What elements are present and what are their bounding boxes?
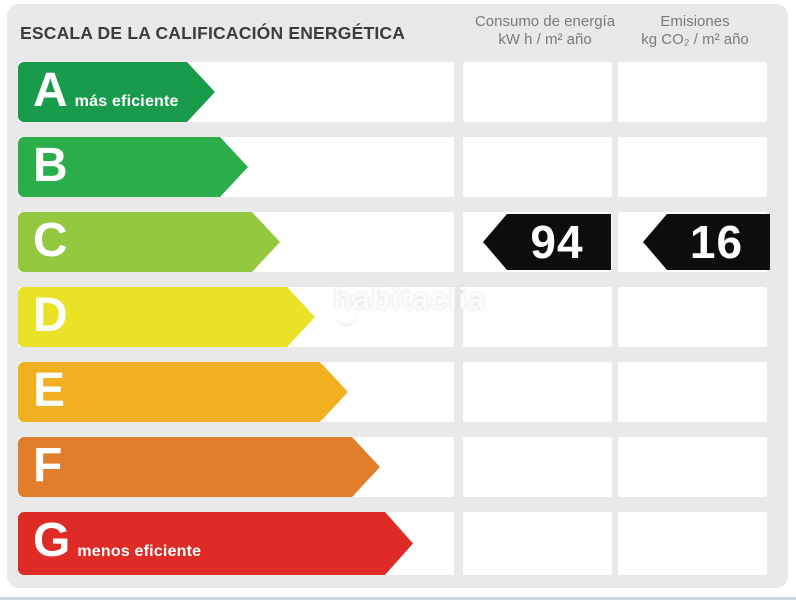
rating-row-b: B <box>7 137 788 197</box>
rating-row-e: E <box>7 362 788 422</box>
rating-bar-a: A más eficiente <box>18 62 215 122</box>
emisiones-cell <box>618 362 767 422</box>
consumo-cell <box>463 437 612 497</box>
emisiones-value: 16 <box>689 216 744 268</box>
watermark-underline <box>336 313 356 325</box>
rating-bar-c: C <box>18 212 280 272</box>
rating-bar-f: F <box>18 437 380 497</box>
watermark: habitaclia <box>333 281 486 316</box>
rating-letter: F <box>33 439 63 492</box>
rating-row-g: G menos eficiente <box>7 512 788 575</box>
emisiones-column-header: Emisiones kg CO₂ / m² año <box>618 13 772 49</box>
emisiones-cell <box>618 512 767 575</box>
rating-row-a: A más eficiente <box>7 62 788 122</box>
rating-letter: E <box>33 364 66 417</box>
rating-row-f: F <box>7 437 788 497</box>
efficiency-label-worst: menos eficiente <box>77 543 202 560</box>
rating-letter: A <box>33 64 68 117</box>
efficiency-label-best: más eficiente <box>74 93 179 110</box>
rating-letter: G <box>33 514 71 567</box>
emisiones-header-line2: kg CO₂ / m² año <box>641 31 749 48</box>
emisiones-cell <box>618 137 767 197</box>
page-title: ESCALA DE LA CALIFICACIÓN ENERGÉTICA <box>20 23 406 43</box>
rating-bar-b: B <box>18 137 248 197</box>
rating-bar-g: G menos eficiente <box>18 512 413 575</box>
rating-bar-d: D <box>18 287 315 347</box>
rating-bar-e: E <box>18 362 348 422</box>
emisiones-cell <box>618 437 767 497</box>
consumo-cell <box>463 287 612 347</box>
energy-certificate-panel: ESCALA DE LA CALIFICACIÓN ENERGÉTICA Con… <box>7 4 788 588</box>
consumo-cell <box>463 512 612 575</box>
bottom-accent-line <box>0 597 796 600</box>
consumo-cell <box>463 137 612 197</box>
consumo-value-arrow: 94 <box>483 214 611 270</box>
rating-letter: B <box>33 139 68 192</box>
consumo-column-header: Consumo de energía kW h / m² año <box>462 13 628 49</box>
consumo-cell <box>463 362 612 422</box>
consumo-value: 94 <box>530 216 584 268</box>
rating-row-d: D <box>7 287 788 347</box>
consumo-cell <box>463 62 612 122</box>
emisiones-header-line1: Emisiones <box>660 13 730 30</box>
consumo-header-line2: kW h / m² año <box>498 31 592 48</box>
emisiones-value-arrow: 16 <box>643 214 770 270</box>
rating-letter: D <box>33 289 68 342</box>
consumo-header-line1: Consumo de energía <box>474 13 616 30</box>
emisiones-cell <box>618 62 767 122</box>
emisiones-cell <box>618 287 767 347</box>
rating-letter: C <box>33 214 68 267</box>
